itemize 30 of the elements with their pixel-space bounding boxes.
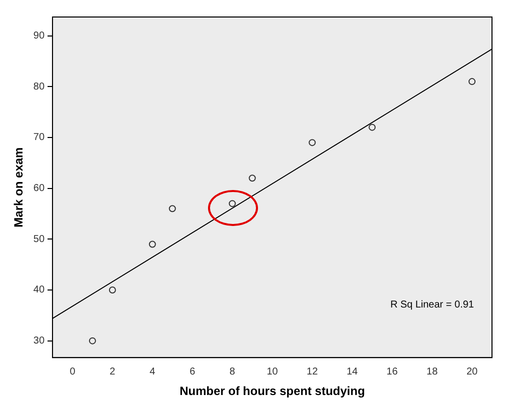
point xyxy=(88,337,96,344)
x-tick-label: 6 xyxy=(190,366,196,378)
point xyxy=(368,124,376,131)
x-tick-label: 0 xyxy=(70,366,76,378)
x-tick-label: 2 xyxy=(110,366,116,378)
x-tick-label: 4 xyxy=(150,366,156,378)
y-axis-title: Mark on exam xyxy=(12,147,26,228)
x-tick-label: 10 xyxy=(266,366,278,378)
x-tick-label: 8 xyxy=(230,366,236,378)
y-tick-label: 70 xyxy=(33,132,45,144)
annotation: R Sq Linear = 0.91 xyxy=(390,300,474,311)
y-tick-label: 40 xyxy=(33,284,45,296)
point xyxy=(468,78,476,86)
y-tick-label: 30 xyxy=(33,336,45,347)
x-axis-title: Number of hours spent studying xyxy=(180,384,365,398)
point xyxy=(108,286,116,294)
x-tick-label: 20 xyxy=(466,366,478,378)
y-tick-label: 90 xyxy=(33,30,45,42)
point xyxy=(168,205,176,212)
x-tick-label: 18 xyxy=(426,366,438,378)
y-tick-label: 60 xyxy=(33,183,45,194)
point xyxy=(148,240,156,248)
x-tick-label: 12 xyxy=(306,366,318,378)
point xyxy=(248,174,256,182)
x-tick-label: 14 xyxy=(346,366,358,378)
point xyxy=(228,200,236,208)
y-tick-label: 80 xyxy=(33,81,45,92)
y-tick-label: 50 xyxy=(33,234,45,245)
point xyxy=(308,139,316,146)
x-tick-label: 16 xyxy=(386,366,398,378)
